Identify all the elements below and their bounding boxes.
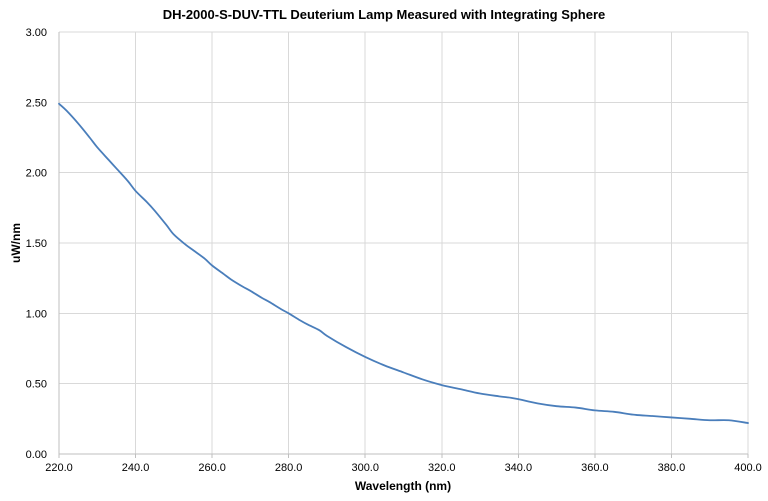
- y-tick-label: 2.00: [26, 168, 47, 180]
- x-tick-label: 380.0: [658, 462, 686, 474]
- x-tick-label: 280.0: [275, 462, 303, 474]
- x-tick-label: 220.0: [45, 462, 73, 474]
- x-tick-label: 240.0: [122, 462, 150, 474]
- x-tick-label: 300.0: [351, 462, 379, 474]
- y-tick-label: 0.00: [26, 449, 47, 461]
- x-tick-label: 340.0: [505, 462, 533, 474]
- y-tick-labels: 0.00 0.50 1.00 1.50 2.00 2.50 3.00: [26, 27, 47, 461]
- series-layer: [58, 102, 749, 424]
- x-tick-label: 400.0: [734, 462, 762, 474]
- grid-lines: [59, 31, 749, 454]
- y-tick-label: 0.50: [26, 379, 47, 391]
- x-tick-label: 320.0: [428, 462, 456, 474]
- y-tick-label: 3.00: [26, 27, 47, 39]
- y-tick-label: 1.50: [26, 238, 47, 250]
- y-tick-label: 1.00: [26, 308, 47, 320]
- series-line: [58, 102, 749, 424]
- x-tick-label: 260.0: [198, 462, 226, 474]
- chart-title: DH-2000-S-DUV-TTL Deuterium Lamp Measure…: [163, 7, 606, 22]
- x-tick-labels: 220.0 240.0 260.0 280.0 300.0 320.0 340.0 360.0…: [45, 462, 762, 474]
- x-tick-label: 360.0: [581, 462, 609, 474]
- y-axis-label: uW/nm: [9, 223, 23, 263]
- axes: [58, 32, 749, 458]
- x-axis-label: Wavelength (nm): [355, 479, 451, 493]
- y-tick-label: 2.50: [26, 97, 47, 109]
